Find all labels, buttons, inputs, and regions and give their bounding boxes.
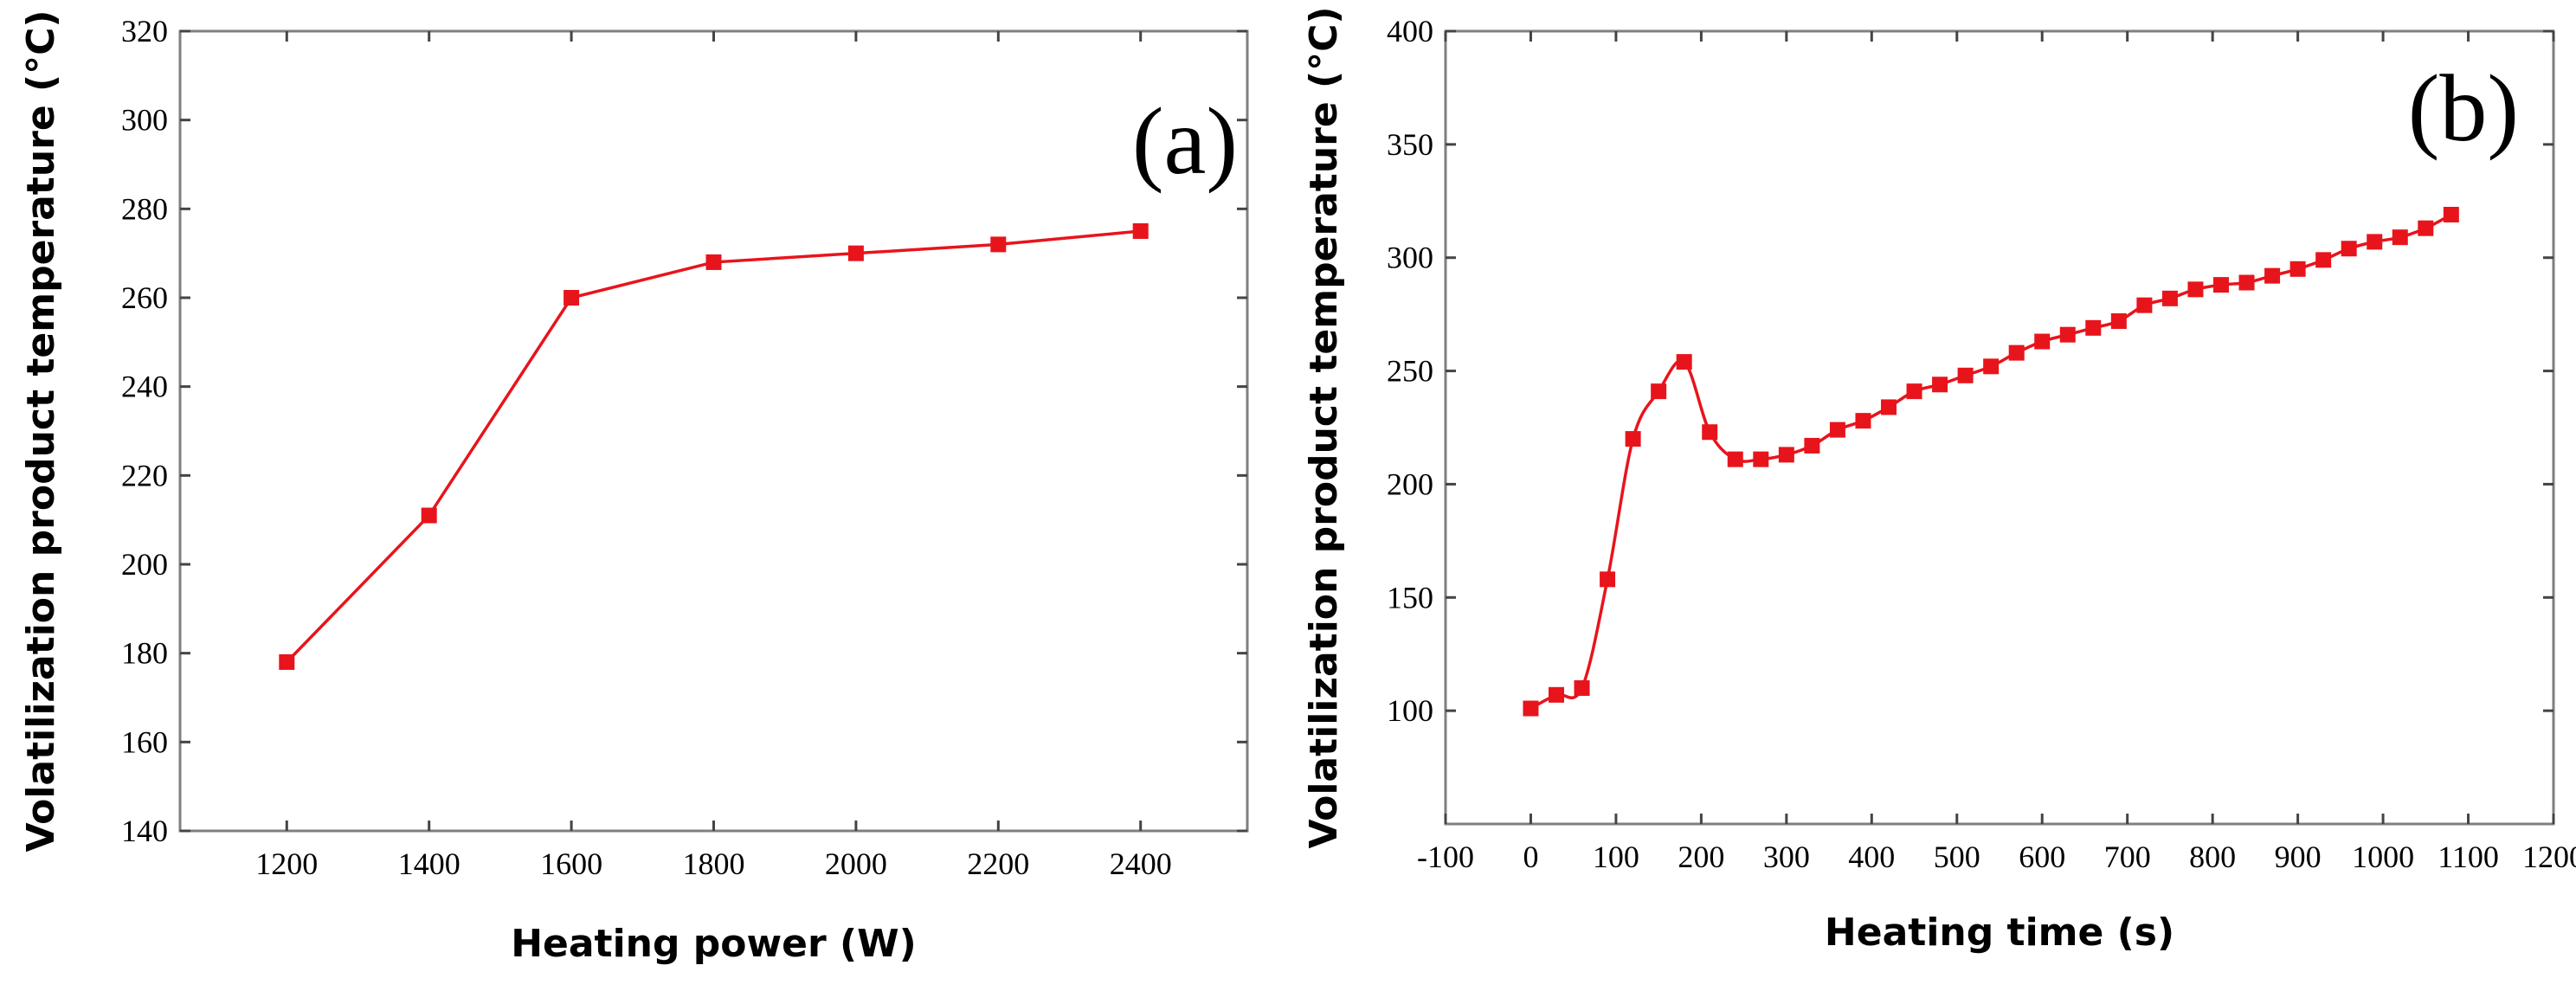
series-line bbox=[286, 229, 1141, 664]
y-tick-label: 300 bbox=[121, 103, 168, 138]
data-point bbox=[1625, 431, 1641, 447]
x-tick-label: 900 bbox=[2275, 840, 2322, 874]
x-tick-label: 800 bbox=[2189, 840, 2236, 874]
data-point bbox=[2238, 274, 2255, 291]
x-tick-label: 300 bbox=[1763, 840, 1810, 874]
data-point bbox=[564, 290, 580, 306]
x-tick-label: 2200 bbox=[967, 846, 1029, 881]
y-tick-label: 400 bbox=[1387, 14, 1433, 48]
y-tick-label: 160 bbox=[121, 724, 168, 759]
chart-panel-a: 1200 1400 1600 1800 2000 2200 2400 140 160 180 200… bbox=[19, 10, 1249, 966]
data-point bbox=[2289, 261, 2306, 277]
y-tick-label: 300 bbox=[1387, 241, 1433, 275]
data-point bbox=[990, 236, 1007, 253]
data-point bbox=[1906, 383, 1922, 400]
y-tick-label: 150 bbox=[1387, 580, 1433, 615]
data-point bbox=[1702, 424, 1718, 441]
y-tick-label: 200 bbox=[121, 547, 168, 582]
x-tick-label: 600 bbox=[2019, 840, 2065, 874]
data-point bbox=[1676, 354, 1692, 370]
data-point bbox=[2059, 326, 2076, 343]
x-tick-label: 1800 bbox=[683, 846, 745, 881]
x-tick-label: 100 bbox=[1593, 840, 1639, 874]
y-tick-label: 240 bbox=[121, 370, 168, 404]
y-tick-label: 140 bbox=[121, 814, 168, 848]
x-tick-label: 1200 bbox=[255, 846, 318, 881]
data-point bbox=[1523, 700, 1539, 717]
panel-label: (b) bbox=[2408, 55, 2519, 161]
data-point bbox=[1600, 571, 1616, 588]
data-point bbox=[2341, 241, 2357, 257]
data-point bbox=[2085, 319, 2102, 336]
y-tick-label: 200 bbox=[1387, 467, 1433, 501]
x-tick-label: 1100 bbox=[2438, 840, 2499, 874]
x-tick-label: 700 bbox=[2104, 840, 2151, 874]
plot-frame bbox=[178, 29, 1249, 833]
data-point bbox=[1957, 367, 1974, 383]
x-tick-label: 1600 bbox=[540, 846, 602, 881]
y-tick-label: 260 bbox=[121, 280, 168, 315]
x-tick-label: 500 bbox=[1934, 840, 1980, 874]
y-tick-label: 250 bbox=[1387, 354, 1433, 389]
data-point bbox=[421, 507, 437, 524]
data-point bbox=[2418, 220, 2434, 236]
data-point bbox=[1983, 358, 2000, 375]
plot-frame bbox=[1444, 29, 2555, 826]
data-point bbox=[2443, 206, 2459, 222]
y-tick-label: 350 bbox=[1387, 127, 1433, 162]
x-tick-label: 2400 bbox=[1110, 846, 1172, 881]
x-tick-label: 0 bbox=[1523, 840, 1538, 874]
panel-label: (a) bbox=[1132, 88, 1238, 194]
data-point bbox=[2008, 344, 2025, 361]
x-tick-label: 1000 bbox=[2352, 840, 2414, 874]
data-point bbox=[1932, 376, 1948, 393]
data-point bbox=[2187, 281, 2204, 298]
data-point bbox=[2161, 290, 2178, 306]
data-point bbox=[2367, 234, 2383, 250]
x-tick-label: 400 bbox=[1848, 840, 1895, 874]
x-tick-label: -100 bbox=[1417, 840, 1474, 874]
data-point bbox=[1804, 437, 1820, 454]
data-point bbox=[1549, 686, 1564, 703]
data-point bbox=[2110, 312, 2127, 329]
data-point bbox=[1829, 422, 1845, 438]
x-tick-label: 1400 bbox=[398, 846, 460, 881]
data-point bbox=[2315, 252, 2332, 268]
x-tick-label: 2000 bbox=[825, 846, 887, 881]
y-tick-label: 180 bbox=[121, 636, 168, 671]
data-point bbox=[1574, 679, 1590, 696]
y-tick-label: 100 bbox=[1387, 693, 1433, 728]
data-point bbox=[2136, 297, 2153, 313]
data-point bbox=[847, 245, 864, 261]
x-axis-title: Heating power (W) bbox=[511, 922, 917, 966]
x-tick-label: 200 bbox=[1678, 840, 1724, 874]
chart-panel-b: -100 0 100 200 300 400 500 600 700 800 900 1000 1100… bbox=[1302, 6, 2576, 955]
data-point bbox=[1651, 383, 1667, 400]
data-point bbox=[2213, 277, 2229, 293]
y-axis-title: Volatilization product temperature (°C) bbox=[19, 10, 63, 852]
series-line bbox=[1530, 213, 2452, 711]
data-point bbox=[1132, 223, 1149, 239]
data-point bbox=[1778, 447, 1794, 463]
data-point bbox=[705, 254, 722, 270]
x-axis-title: Heating time (s) bbox=[1825, 911, 2174, 955]
data-point bbox=[279, 653, 295, 670]
y-axis-title: Volatilization product temperature (°C) bbox=[1302, 6, 1346, 848]
data-point bbox=[2264, 267, 2281, 284]
data-point bbox=[1753, 451, 1769, 467]
y-tick-label: 320 bbox=[121, 14, 168, 48]
data-point bbox=[1727, 451, 1743, 467]
y-tick-label: 220 bbox=[121, 458, 168, 492]
x-tick-label: 1200 bbox=[2522, 840, 2576, 874]
data-point bbox=[2034, 333, 2051, 350]
data-point bbox=[1881, 399, 1897, 415]
data-point bbox=[2392, 229, 2408, 246]
data-point bbox=[1855, 413, 1871, 429]
y-tick-label: 280 bbox=[121, 191, 168, 226]
